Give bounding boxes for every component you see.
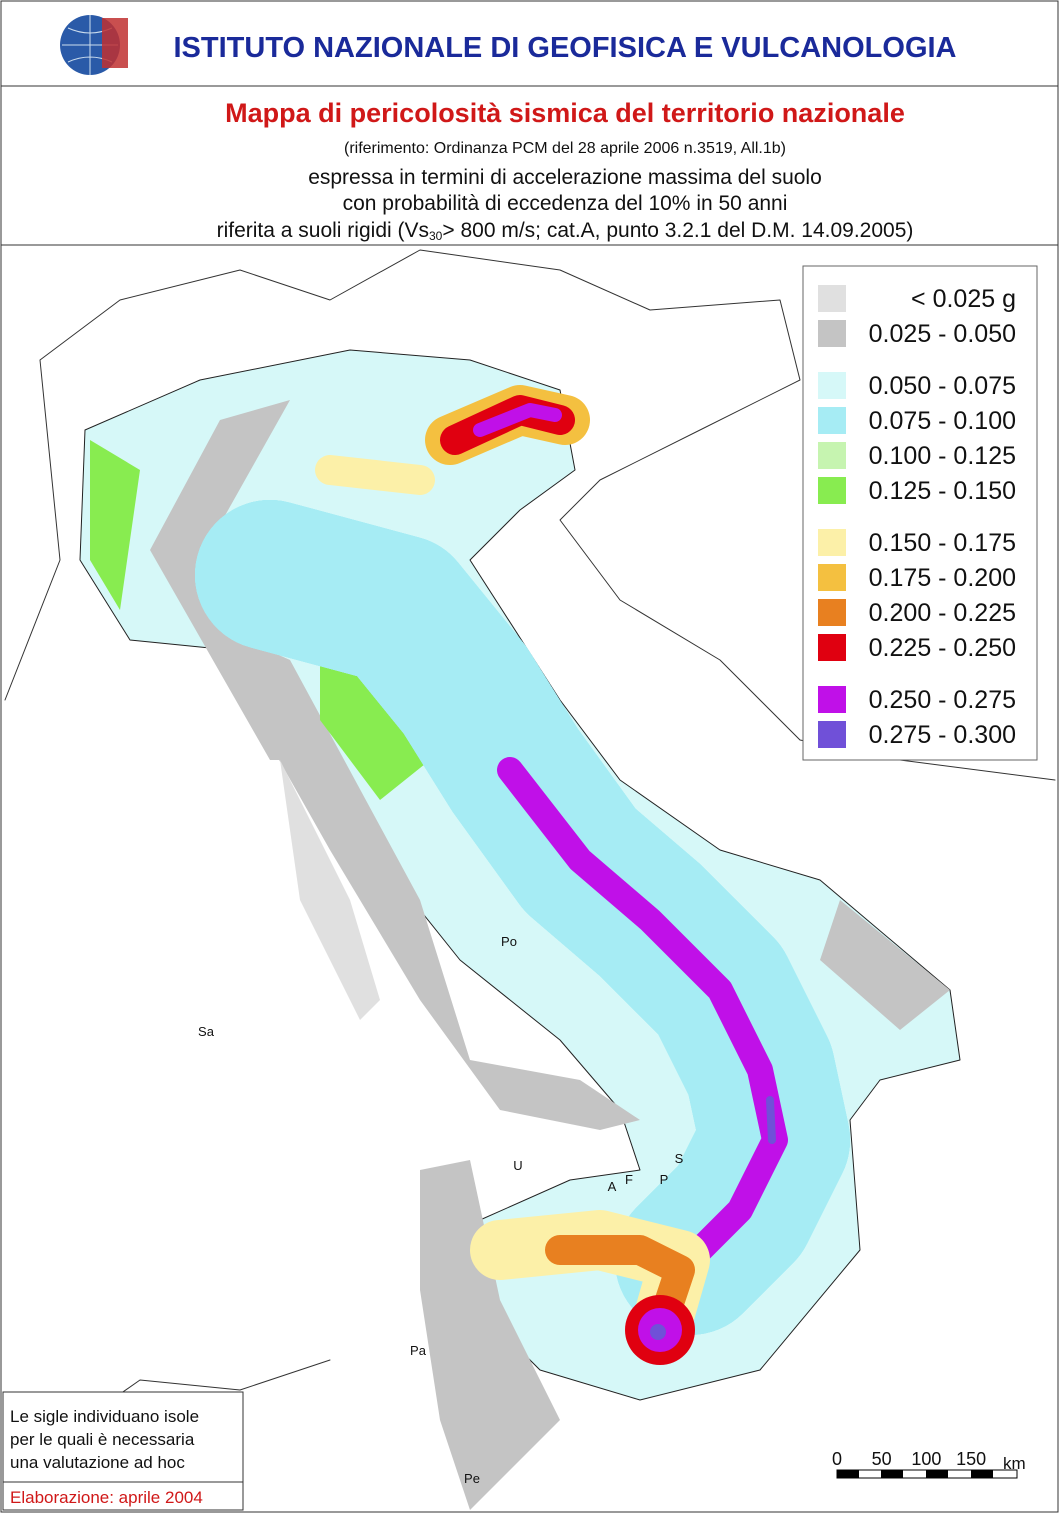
legend-label: 0.100 - 0.125 [869,442,1016,470]
borders [4,249,1056,781]
island-label: Pe [464,1471,480,1486]
text-part: > 800 m/s; cat.A, punto 3.2.1 del D.M. 1… [442,219,913,242]
legend-label: 0.075 - 0.100 [869,407,1016,435]
island-label: P [660,1172,669,1187]
subscript: 30 [429,229,443,243]
note-line: una valutazione ad hoc [10,1453,185,1472]
note-line: per le quali è necessaria [10,1430,195,1449]
low-hazard-zone [820,900,950,1030]
legend-swatch [818,529,846,556]
scale-segment [837,1470,859,1478]
legend-swatch [818,285,846,312]
logo [60,15,128,75]
sicily-belt [470,1210,710,1365]
apennine-belt [195,500,850,1335]
subtitle-line: espressa in termini di accelerazione mas… [308,166,822,189]
subtitle-line: riferita a suoli rigidi (Vs30> 800 m/s; … [217,219,914,243]
elaboration-date: Elaborazione: aprile 2004 [10,1488,203,1507]
note-box: Le sigle individuano isole per le quali … [2,1391,244,1511]
scale-segment [971,1470,993,1478]
note-line: Le sigle individuano isole [10,1407,199,1426]
text-part: riferita a suoli rigidi (Vs [217,219,429,242]
legend-swatch [818,599,846,626]
island-label: A [608,1179,617,1194]
low-hazard-zone [280,760,380,1020]
legend-label: 0.200 - 0.225 [869,599,1016,627]
island-label: S [675,1151,684,1166]
map-title: Mappa di pericolosità sismica del territ… [225,98,905,128]
island-label: Pa [410,1343,427,1358]
island-label: Sa [198,1024,215,1039]
legend-swatch [818,634,846,661]
reference: (riferimento: Ordinanza PCM del 28 april… [344,140,786,157]
island-label: Po [501,934,517,949]
scale-tick-label: 150 [956,1449,986,1469]
scale-unit: km [1003,1454,1026,1473]
legend-label: 0.250 - 0.275 [869,686,1016,714]
legend-label: < 0.025 g [911,285,1016,313]
scale-segment [926,1470,948,1478]
legend-label: 0.225 - 0.250 [869,634,1016,662]
low-hazard-zone [200,620,640,1130]
legend-box [802,265,1038,761]
note-frame [2,1391,244,1511]
legend-swatch [818,372,846,399]
scale-tick-label: 100 [911,1449,941,1469]
hazard-map [4,249,1056,1510]
legend-swatch [818,320,846,347]
legend-swatch [818,407,846,434]
legend-label: 0.025 - 0.050 [869,320,1016,348]
subtitle-line: con probabilità di eccedenza del 10% in … [343,192,788,215]
low-hazard-zone [150,400,300,760]
island-label: F [625,1172,633,1187]
legend-swatch [818,686,846,713]
low-hazard-zone [420,1160,560,1510]
friuli-zone [315,385,590,495]
scale-segment [881,1470,903,1478]
legend-label: 0.275 - 0.300 [869,721,1016,749]
institute-name: ISTITUTO NAZIONALE DI GEOFISICA E VULCAN… [173,32,956,64]
legend-label: 0.125 - 0.150 [869,477,1016,505]
island-label: U [513,1158,522,1173]
moderate-zone [90,440,430,800]
legend-swatch [818,721,846,748]
legend-swatch [818,442,846,469]
legend-label: 0.175 - 0.200 [869,564,1016,592]
legend-label: 0.150 - 0.175 [869,529,1016,557]
scale-tick-label: 50 [872,1449,892,1469]
island-labels: Po Sa U A F PS Pa Pe [198,934,684,1486]
legend-swatch [818,564,846,591]
legend-label: 0.050 - 0.075 [869,372,1016,400]
legend-swatch [818,477,846,504]
legend: < 0.025 g 0.025 - 0.050 0.050 - 0.075 0.075… [802,265,1038,761]
scale-bar: 0 50 100 150 km [832,1449,1026,1479]
scale-tick-label: 0 [832,1449,842,1469]
